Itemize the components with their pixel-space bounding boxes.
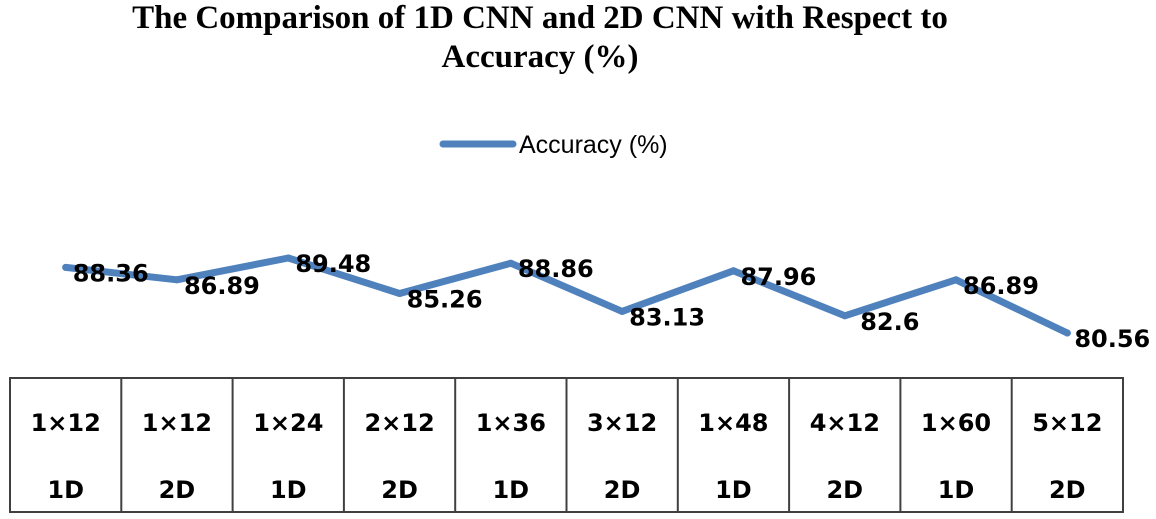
data-label: 86.89 xyxy=(184,272,260,300)
data-label: 85.26 xyxy=(407,286,483,314)
data-point xyxy=(284,254,292,262)
category-label-type: 1D xyxy=(715,476,752,504)
category-label-size: 2×12 xyxy=(364,409,434,437)
data-point xyxy=(729,267,737,275)
data-label: 87.96 xyxy=(740,263,816,291)
data-point xyxy=(396,290,404,297)
category-label-size: 1×48 xyxy=(698,409,768,437)
category-label-size: 1×60 xyxy=(921,409,991,437)
chart-title: The Comparison of 1D CNN and 2D CNN with… xyxy=(132,0,948,75)
category-label-type: 1D xyxy=(270,476,307,504)
legend: Accuracy (%) xyxy=(439,131,668,159)
category-label-size: 1×12 xyxy=(31,409,101,437)
category-label-type: 2D xyxy=(826,476,863,504)
data-point xyxy=(952,276,960,284)
category-label-size: 5×12 xyxy=(1032,409,1102,437)
data-label: 89.48 xyxy=(295,250,371,278)
category-label-size: 4×12 xyxy=(810,409,880,437)
category-label-type: 2D xyxy=(159,476,196,504)
category-label-type: 2D xyxy=(381,476,418,504)
chart-title-line: The Comparison of 1D CNN and 2D CNN with… xyxy=(132,0,948,36)
data-point xyxy=(507,259,515,267)
data-point xyxy=(1063,329,1071,337)
legend-label: Accuracy (%) xyxy=(519,131,668,159)
category-label-size: 3×12 xyxy=(587,409,657,437)
data-label: 80.56 xyxy=(1074,325,1150,353)
category-label-type: 1D xyxy=(47,476,84,504)
data-label: 83.13 xyxy=(629,303,705,331)
category-label-type: 2D xyxy=(604,476,641,504)
category-label-size: 1×36 xyxy=(476,409,546,437)
plot-area: 88.36 86.89 89.48 85.26 88.86 83.13 87.96 82.6 8… xyxy=(62,250,1150,353)
category-table: 1×12 1D 1×12 2D 1×24 1D 2×12 2D 1×36 1D 3×12 2D 1×48… xyxy=(9,377,1124,513)
data-point xyxy=(618,307,626,315)
category-label-type: 1D xyxy=(492,476,529,504)
chart-title-line: Accuracy (%) xyxy=(441,39,638,75)
category-label-type: 1D xyxy=(938,476,975,504)
category-label-size: 1×12 xyxy=(142,409,212,437)
data-point xyxy=(62,263,70,271)
data-point xyxy=(841,312,849,320)
data-label: 86.89 xyxy=(963,272,1039,300)
data-label: 82.6 xyxy=(860,308,919,336)
category-label-size: 1×24 xyxy=(253,409,323,437)
data-label: 88.36 xyxy=(73,259,149,287)
category-label-type: 2D xyxy=(1049,476,1086,504)
series-line-accuracy xyxy=(62,254,1071,337)
data-point xyxy=(173,276,181,284)
data-label: 88.86 xyxy=(518,255,594,283)
